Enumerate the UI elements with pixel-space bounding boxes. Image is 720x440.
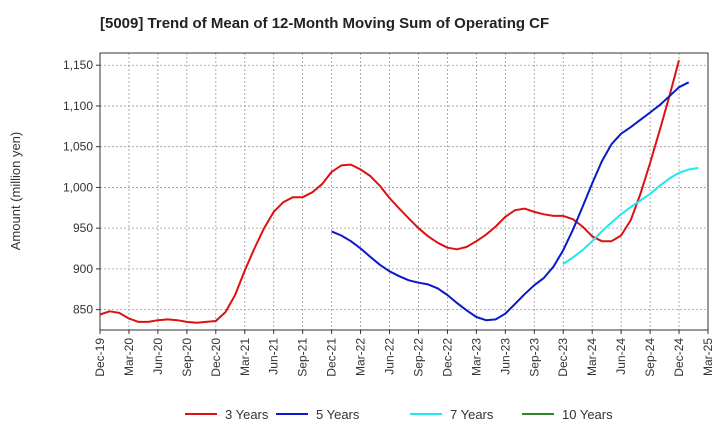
y-tick-label: 950 — [73, 221, 93, 235]
x-tick-label: Dec-19 — [93, 338, 107, 377]
y-tick-label: 850 — [73, 303, 93, 317]
x-tick-label: Jun-23 — [498, 338, 512, 375]
grid — [99, 53, 709, 330]
x-tick-label: Jun-21 — [267, 338, 281, 375]
legend-label-2: 7 Years — [450, 407, 494, 422]
x-tick-label: Mar-22 — [354, 338, 368, 376]
x-tick-label: Dec-24 — [672, 338, 686, 377]
x-tick-label: Jun-24 — [614, 338, 628, 375]
x-tick-label: Sep-23 — [527, 338, 541, 377]
x-tick-label: Sep-21 — [296, 338, 310, 377]
chart-title: [5009] Trend of Mean of 12-Month Moving … — [100, 15, 549, 32]
x-tick-label: Mar-21 — [238, 338, 252, 376]
y-tick-label: 900 — [73, 262, 93, 276]
x-tick-label: Sep-22 — [411, 338, 425, 377]
x-axis-ticks: Dec-19 Mar-20 Jun-20 Sep-20 Dec-20 Mar-21 Jun-… — [93, 330, 715, 377]
series-layer — [99, 60, 699, 324]
legend-label-3: 10 Years — [562, 407, 613, 422]
x-tick-label: Mar-24 — [585, 338, 599, 376]
legend: 3 Years 5 Years 7 Years 10 Years — [185, 407, 613, 422]
x-tick-label: Mar-25 — [701, 338, 715, 376]
x-tick-label: Dec-23 — [556, 338, 570, 377]
y-tick-label: 1,100 — [63, 99, 93, 113]
legend-label-1: 5 Years — [316, 407, 360, 422]
x-tick-label: Mar-20 — [122, 338, 136, 376]
x-tick-label: Jun-20 — [151, 338, 165, 375]
y-tick-label: 1,050 — [63, 140, 93, 154]
series-line-2 — [562, 166, 699, 265]
y-tick-label: 1,000 — [63, 180, 93, 194]
y-axis-label: Amount (million yen) — [8, 132, 23, 251]
x-tick-label: Dec-20 — [209, 338, 223, 377]
x-tick-label: Dec-22 — [440, 338, 454, 377]
legend-label-0: 3 Years — [225, 407, 269, 422]
series-line-0 — [99, 60, 680, 324]
plot-frame — [99, 52, 709, 331]
x-tick-label: Sep-20 — [180, 338, 194, 377]
x-tick-label: Dec-21 — [325, 338, 339, 377]
y-axis-ticks: 850 900 950 1,000 1,050 1,100 1,150 — [63, 58, 100, 317]
x-tick-label: Jun-22 — [383, 338, 397, 375]
series-line-1 — [331, 81, 690, 322]
x-tick-label: Mar-23 — [469, 338, 483, 376]
y-tick-label: 1,150 — [63, 58, 93, 72]
x-tick-label: Sep-24 — [643, 338, 657, 377]
